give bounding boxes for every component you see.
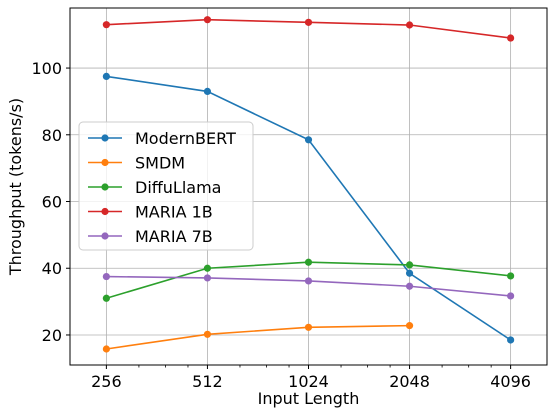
legend-item: MARIA 7B: [88, 227, 213, 246]
legend-label: ModernBERT: [135, 129, 236, 148]
data-point: [304, 136, 313, 144]
data-point: [405, 21, 414, 29]
x-tick-label: 512: [192, 372, 223, 391]
y-tick-label: 40: [42, 259, 62, 278]
data-point: [203, 87, 212, 96]
data-point: [304, 323, 313, 331]
legend-marker: [101, 134, 109, 142]
y-tick-label: 60: [42, 193, 62, 212]
data-point: [507, 336, 515, 344]
legend-item: ModernBERT: [88, 129, 236, 148]
data-point: [507, 272, 515, 280]
data-point: [102, 21, 110, 29]
y-tick-label: 20: [42, 326, 62, 345]
legend-item: MARIA 1B: [88, 203, 213, 222]
legend-marker: [101, 158, 109, 167]
data-point: [203, 274, 212, 282]
data-point: [405, 261, 414, 269]
data-point: [203, 264, 212, 272]
data-point: [102, 72, 110, 80]
legend-item: SMDM: [88, 154, 185, 173]
x-axis-label: Input Length: [258, 389, 360, 408]
data-point: [102, 294, 110, 302]
data-point: [405, 282, 414, 290]
data-point: [304, 18, 313, 26]
legend-label: MARIA 7B: [135, 227, 213, 246]
data-point: [102, 272, 110, 281]
legend-box: [78, 121, 254, 251]
series-maria-1b: [102, 16, 515, 42]
x-tick-label: 2048: [389, 372, 430, 391]
legend-label: SMDM: [135, 154, 185, 173]
axis-ticks: 256 512 1024 2048 4096 20 40 60 80 100: [31, 59, 531, 391]
legend-marker: [101, 183, 109, 191]
y-tick-label: 80: [42, 126, 62, 145]
data-point: [102, 345, 110, 353]
legend-marker: [101, 207, 109, 216]
legend-item: DiffuLlama: [88, 178, 221, 197]
y-axis-label: Throughput (tokens/s): [6, 98, 25, 276]
legend-marker: [101, 232, 109, 240]
x-tick-label: 4096: [490, 372, 531, 391]
series-maria-7b: [102, 272, 515, 300]
series-modernbert: [102, 72, 515, 344]
data-point: [405, 322, 414, 330]
data-point: [203, 330, 212, 338]
grid: [70, 8, 547, 365]
data-point: [507, 292, 515, 300]
legend-label: MARIA 1B: [135, 203, 213, 222]
series-smdm: [102, 322, 414, 353]
data-point: [203, 16, 212, 24]
x-tick-label: 256: [91, 372, 122, 391]
data-point: [304, 277, 313, 285]
data-point: [405, 269, 414, 277]
legend: ModernBERT SMDM DiffuLlama MARIA 1B MARIA 7B: [78, 121, 254, 251]
x-tick-label: 1024: [288, 372, 329, 391]
y-tick-label: 100: [31, 59, 62, 78]
data-point: [507, 34, 515, 42]
data-point: [304, 258, 313, 266]
legend-label: DiffuLlama: [135, 178, 221, 197]
series-line: [106, 324, 410, 350]
series-layer: [102, 16, 515, 353]
